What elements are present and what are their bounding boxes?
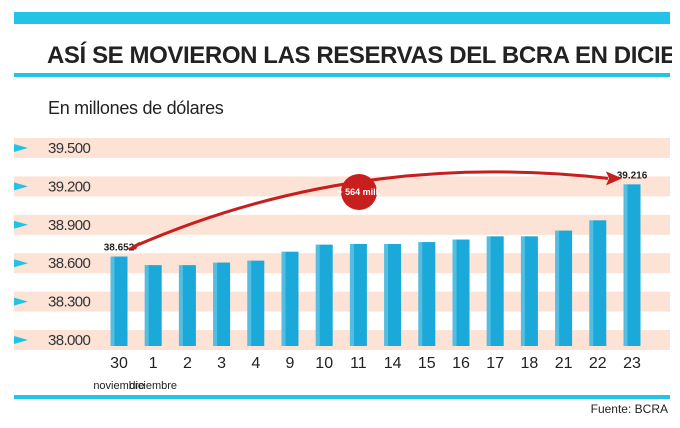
x-tick-label: 3 — [217, 355, 226, 372]
bar — [623, 184, 641, 346]
bar-highlight — [555, 230, 560, 346]
x-tick-label: 9 — [286, 355, 295, 372]
bar — [213, 262, 231, 346]
unit-label: En millones de dólares — [48, 98, 224, 118]
bar-highlight — [281, 251, 286, 346]
bar-highlight — [623, 184, 628, 346]
bar-highlight — [418, 242, 423, 346]
y-tick-label: 38.000 — [48, 332, 91, 349]
x-tick-sublabel: diciembre — [129, 380, 177, 392]
bottom-divider — [14, 395, 670, 399]
bar — [144, 265, 162, 346]
grid-band — [14, 291, 670, 312]
bar — [247, 260, 265, 346]
bar — [520, 236, 538, 346]
chart-title: ASÍ SE MOVIERON LAS RESERVAS DEL BCRA EN… — [47, 42, 672, 69]
x-tick-label: 14 — [384, 355, 402, 372]
bar-highlight — [589, 220, 594, 346]
x-tick-label: 16 — [452, 355, 470, 372]
y-tick-label: 38.600 — [48, 255, 91, 272]
grid-band — [14, 330, 670, 350]
bar-highlight — [144, 265, 149, 346]
x-tick-label: 1 — [149, 355, 158, 372]
x-tick-sublabel: noviembre — [93, 380, 144, 392]
grid-band — [14, 138, 670, 158]
bar — [418, 242, 436, 346]
y-tick-label: 39.500 — [48, 140, 91, 157]
x-tick-label: 18 — [521, 355, 539, 372]
title-divider — [14, 73, 670, 77]
bar-highlight — [213, 262, 218, 346]
annotation-badge — [341, 174, 377, 210]
grid-band — [14, 253, 670, 274]
tick-arrow-icon — [14, 182, 28, 191]
data-label: 39.216 — [617, 170, 648, 181]
y-tick-label: 39.200 — [48, 178, 91, 195]
bar — [555, 230, 573, 346]
bar-highlight — [178, 265, 183, 346]
x-tick-label: 15 — [418, 355, 436, 372]
bar-highlight — [452, 239, 457, 346]
bars — [110, 184, 641, 346]
tick-arrow-icon — [14, 144, 28, 152]
trend-arrow-tail-icon — [126, 241, 140, 250]
bar-highlight — [384, 244, 389, 346]
bar — [486, 236, 504, 346]
x-tick-label: 30 — [110, 355, 128, 372]
bar — [452, 239, 470, 346]
source-note: Fuente: BCRA — [590, 402, 668, 416]
trend-arrow-head-icon — [606, 171, 622, 186]
bar-highlight — [315, 244, 320, 346]
data-labels: 38.652 39.216 — [104, 170, 648, 253]
bar — [178, 265, 196, 346]
bar — [281, 251, 299, 346]
bar — [349, 244, 367, 346]
tick-arrow-icon — [14, 297, 28, 306]
bar-highlight — [349, 244, 354, 346]
annotation-text: + 564 mill. — [337, 187, 380, 197]
x-tick-label: 10 — [315, 355, 333, 372]
bar — [315, 244, 333, 346]
x-tick-label: 17 — [486, 355, 504, 372]
x-tick-label: 11 — [350, 355, 367, 372]
tick-arrow-icon — [14, 220, 28, 229]
x-tick-label: 21 — [555, 355, 573, 372]
top-accent-bar — [14, 12, 670, 24]
bar — [110, 256, 128, 346]
tick-arrow-icon — [14, 336, 28, 344]
x-tick-label: 4 — [251, 355, 260, 372]
x-tick-label: 23 — [623, 355, 641, 372]
bar — [384, 244, 402, 346]
bar-highlight — [247, 260, 252, 346]
data-label: 38.652 — [104, 243, 135, 254]
x-tick-label: 22 — [589, 355, 607, 372]
tick-arrow-icon — [14, 259, 28, 268]
y-axis: 38.000 38.300 38.600 38.900 39.200 39.500 — [14, 140, 91, 349]
bar-highlight — [110, 256, 115, 346]
y-tick-label: 38.300 — [48, 294, 91, 311]
bar — [589, 220, 607, 346]
bar-highlight — [486, 236, 491, 346]
y-tick-label: 38.900 — [48, 217, 91, 234]
bar-highlight — [520, 236, 525, 346]
x-tick-label: 2 — [183, 355, 192, 372]
trend-annotation: + 564 mill. — [126, 170, 622, 250]
